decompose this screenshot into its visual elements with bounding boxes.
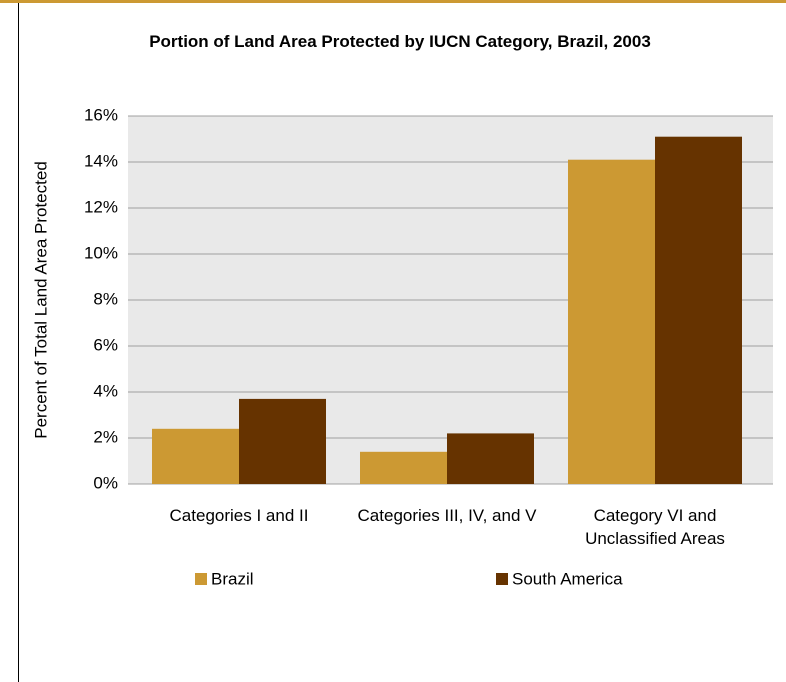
legend-swatch	[195, 573, 207, 585]
x-tick-label: Categories III, IV, and V	[357, 506, 537, 525]
bar	[655, 136, 742, 484]
bar	[568, 159, 655, 484]
y-tick-label: 8%	[93, 289, 118, 308]
bar	[447, 433, 534, 484]
x-tick-label: Categories I and II	[169, 506, 309, 525]
y-tick-label: 14%	[84, 151, 118, 170]
y-tick-label: 4%	[93, 381, 118, 400]
legend-label: Brazil	[211, 569, 254, 588]
legend-label: South America	[512, 569, 623, 588]
y-tick-label: 10%	[84, 243, 118, 262]
chart-title: Portion of Land Area Protected by IUCN C…	[149, 32, 651, 51]
y-tick-label: 12%	[84, 197, 118, 216]
legend-swatch	[496, 573, 508, 585]
y-tick-label: 0%	[93, 473, 118, 492]
y-tick-label: 6%	[93, 335, 118, 354]
bar	[360, 451, 447, 484]
y-axis-label: Percent of Total Land Area Protected	[31, 161, 50, 439]
bar	[152, 428, 239, 484]
bar	[239, 398, 326, 484]
x-tick-label: Category VI and Unclassified Areas	[585, 506, 725, 548]
y-tick-label: 2%	[93, 427, 118, 446]
y-tick-label: 16%	[84, 105, 118, 124]
